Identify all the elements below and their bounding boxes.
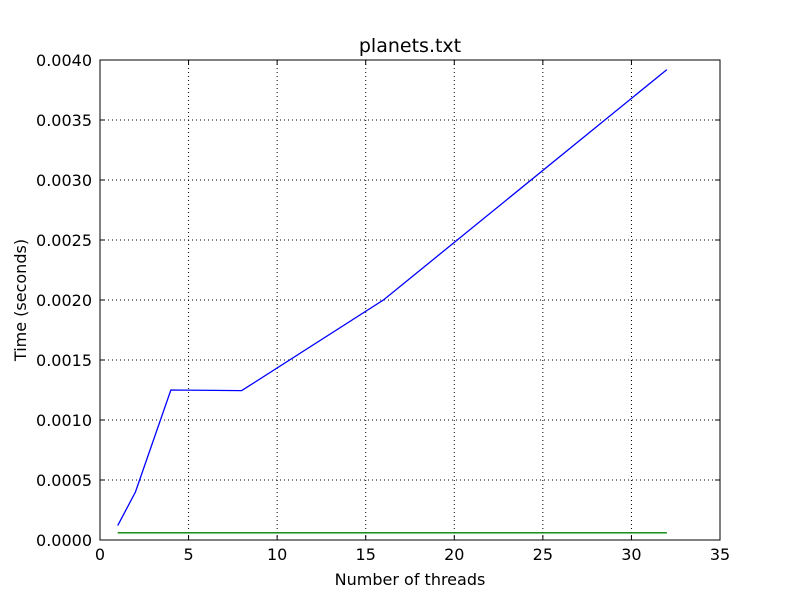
x-tick-label: 0	[95, 545, 105, 564]
x-axis-label: Number of threads	[335, 570, 486, 589]
y-tick-label: 0.0010	[36, 411, 92, 430]
x-tick-label: 35	[710, 545, 730, 564]
chart-title: planets.txt	[359, 35, 461, 57]
y-tick-label: 0.0030	[36, 171, 92, 190]
y-tick-label: 0.0025	[36, 231, 92, 250]
x-tick-label: 20	[444, 545, 464, 564]
x-tick-label: 25	[533, 545, 553, 564]
grid-lines	[100, 60, 720, 540]
y-tick-label: 0.0005	[36, 471, 92, 490]
y-tick-label: 0.0035	[36, 111, 92, 130]
y-tick-label: 0.0000	[36, 531, 92, 550]
x-tick-label: 5	[183, 545, 193, 564]
y-tick-label: 0.0015	[36, 351, 92, 370]
y-axis-label: Time (seconds)	[11, 239, 30, 362]
x-tick-label: 30	[621, 545, 641, 564]
x-tick-label: 10	[267, 545, 287, 564]
y-tick-label: 0.0040	[36, 51, 92, 70]
series-line-1	[117, 69, 668, 526]
axis-ticks	[99, 59, 721, 541]
x-tick-label: 15	[356, 545, 376, 564]
x-axis-tick-labels: 0 5 10 15 20 25 30 35	[95, 545, 730, 564]
data-series-group	[117, 69, 668, 534]
y-axis-tick-labels: 0.0000 0.0005 0.0010 0.0015 0.0020 0.0025 0.00…	[36, 51, 92, 550]
y-tick-label: 0.0020	[36, 291, 92, 310]
